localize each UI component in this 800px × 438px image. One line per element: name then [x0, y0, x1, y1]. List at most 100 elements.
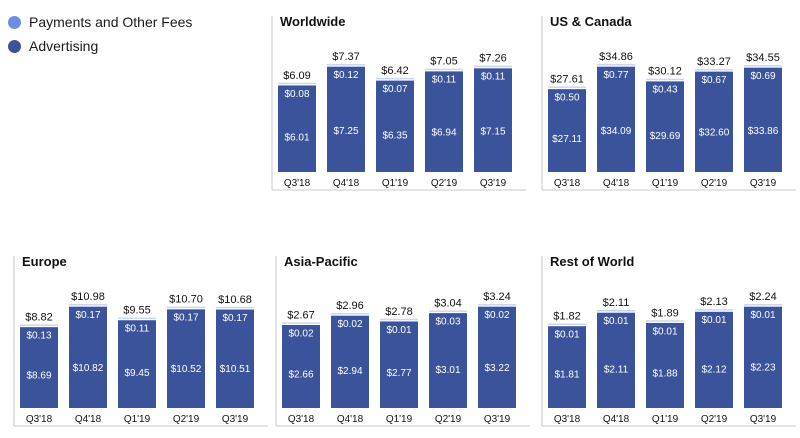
chart-rest-of-world-x-tick-0: Q3'18 [554, 414, 581, 425]
chart-europe-bar-separator-1 [69, 305, 107, 307]
chart-rest-of-world-total-label-0: $1.82 [553, 311, 581, 323]
chart-us-canada-bar-payments-3 [695, 68, 733, 72]
chart-europe-advertising-label-3: $10.52 [171, 364, 202, 375]
chart-rest-of-world-bar-payments-2 [646, 320, 684, 323]
chart-asia-pacific-bar-advertising-0 [282, 322, 320, 408]
chart-europe-x-tick-2: Q1'19 [124, 414, 151, 425]
chart-asia-pacific-x-tick-3: Q2'19 [435, 414, 462, 425]
chart-asia-pacific-bar-advertising-3 [429, 311, 467, 408]
chart-asia-pacific-bar-separator-4 [478, 305, 516, 307]
chart-rest-of-world-total-label-3: $2.13 [700, 296, 728, 308]
chart-worldwide-payments-label-4: $0.11 [481, 72, 506, 83]
chart-us-canada-total-label-2: $30.12 [648, 66, 682, 78]
chart-rest-of-world-bar-separator-2 [646, 321, 684, 323]
chart-rest-of-world-bar-payments-3 [695, 309, 733, 312]
chart-europe-bar-advertising-4 [216, 308, 254, 408]
chart-rest-of-world-bar-advertising-0 [548, 323, 586, 408]
chart-rest-of-world-advertising-label-3: $2.12 [701, 365, 726, 376]
chart-europe-title: Europe [22, 254, 67, 269]
chart-europe-bar-separator-3 [167, 308, 205, 310]
chart-us-canada-bar-separator-1 [597, 65, 635, 67]
chart-us-canada-advertising-label-4: $33.86 [748, 126, 779, 137]
chart-rest-of-world-x-tick-4: Q3'19 [750, 414, 777, 425]
chart-worldwide-bar-separator-0 [278, 84, 316, 86]
chart-rest-of-world-bar-separator-0 [548, 325, 586, 327]
chart-europe-total-label-0: $8.82 [25, 311, 53, 323]
chart-rest-of-world-advertising-label-4: $2.23 [750, 363, 775, 374]
chart-us-canada-payments-label-0: $0.50 [554, 92, 579, 103]
chart-us-canada-x-tick-2: Q1'19 [652, 178, 679, 189]
chart-asia-pacific-payments-label-3: $0.03 [435, 316, 460, 327]
chart-asia-pacific-bar-advertising-4 [478, 304, 516, 408]
chart-asia-pacific-bar-payments-3 [429, 310, 467, 313]
chart-worldwide-advertising-label-1: $7.25 [333, 126, 358, 137]
chart-worldwide-bar-payments-3 [425, 68, 463, 71]
chart-rest-of-world-bar-payments-4 [744, 304, 782, 306]
chart-asia-pacific-bar-payments-1 [331, 312, 369, 315]
chart-asia-pacific-payments-label-0: $0.02 [288, 328, 313, 339]
chart-worldwide-bar-payments-1 [327, 64, 365, 66]
chart-rest-of-world-title: Rest of World [550, 254, 634, 269]
chart-asia-pacific-advertising-label-4: $3.22 [484, 363, 509, 374]
chart-europe-bar-payments-4 [216, 306, 254, 309]
chart-asia-pacific-x-tick-4: Q3'19 [484, 414, 511, 425]
chart-us-canada-bar-separator-0 [548, 87, 586, 90]
chart-rest-of-world-total-label-1: $2.11 [603, 297, 630, 309]
chart-worldwide-bar-separator-3 [425, 70, 463, 72]
chart-worldwide-bar-payments-0 [278, 82, 316, 85]
chart-europe-advertising-label-2: $9.45 [124, 368, 149, 379]
chart-europe-bar-payments-0 [20, 324, 58, 327]
chart-us-canada-advertising-label-0: $27.11 [552, 134, 582, 145]
chart-europe-advertising-label-0: $8.69 [26, 370, 51, 381]
chart-us-canada-bar-payments-1 [597, 64, 635, 67]
panel-asia-pacific: Asia-Pacific $2.67 $0.02 $2.66 Q3'18 $2.96 $0.… [274, 248, 532, 434]
chart-us-canada-bar-advertising-0 [548, 88, 586, 172]
chart-europe-bar-separator-0 [20, 325, 58, 328]
chart-asia-pacific-total-label-4: $3.24 [483, 291, 511, 303]
chart-us-canada-bar-advertising-3 [695, 71, 733, 172]
chart-europe-bar-separator-4 [216, 308, 254, 310]
chart-europe-bar-separator-2 [118, 319, 156, 321]
chart-us-canada-bar-separator-3 [695, 70, 733, 72]
chart-europe-x-tick-1: Q4'18 [75, 414, 102, 425]
chart-europe-x-tick-0: Q3'18 [26, 414, 53, 425]
chart-rest-of-world-total-label-4: $2.24 [749, 291, 777, 303]
legend-item-payments: Payments and Other Fees [8, 10, 192, 34]
chart-europe-x-tick-4: Q3'19 [222, 414, 249, 425]
chart-rest-of-world-advertising-label-2: $1.88 [652, 369, 677, 380]
chart-us-canada-bar-separator-2 [646, 80, 684, 82]
chart-asia-pacific-bar-payments-2 [380, 318, 418, 321]
chart-asia-pacific-payments-label-4: $0.02 [484, 310, 509, 321]
chart-rest-of-world-payments-label-1: $0.01 [603, 316, 628, 327]
chart-asia-pacific-bar-separator-0 [282, 323, 320, 325]
chart-us-canada-total-label-3: $33.27 [697, 56, 731, 68]
chart-us-canada-payments-label-4: $0.69 [750, 71, 775, 82]
chart-europe-bar-advertising-2 [118, 318, 156, 408]
chart-asia-pacific-x-tick-1: Q4'18 [337, 414, 364, 425]
chart-worldwide-payments-label-2: $0.07 [382, 84, 407, 95]
panel-worldwide: Worldwide $6.09 $0.08 $6.01 Q3'18 $7.37 $0.12 $… [270, 8, 528, 198]
chart-worldwide-bar-payments-4 [474, 65, 512, 68]
chart-asia-pacific-bar-separator-1 [331, 314, 369, 316]
chart-worldwide-total-label-1: $7.37 [332, 51, 360, 63]
chart-us-canada-bar-payments-4 [744, 64, 782, 68]
chart-europe-advertising-label-4: $10.51 [220, 364, 251, 375]
chart-rest-of-world-advertising-label-1: $2.11 [604, 365, 629, 376]
chart-rest-of-world-x-tick-2: Q1'19 [652, 414, 679, 425]
chart-worldwide-x-tick-3: Q2'19 [431, 178, 458, 189]
chart-worldwide-bar-separator-1 [327, 65, 365, 67]
legend-label-advertising: Advertising [29, 38, 99, 54]
chart-us-canada-advertising-label-3: $32.60 [699, 128, 730, 139]
chart-europe-total-label-2: $9.55 [123, 305, 151, 317]
chart-us-canada-title: US & Canada [550, 14, 632, 29]
chart-rest-of-world-payments-label-4: $0.01 [750, 310, 775, 321]
chart-rest-of-world-bar-advertising-3 [695, 309, 733, 408]
chart-rest-of-world-payments-label-0: $0.01 [554, 330, 579, 341]
chart-us-canada-payments-label-1: $0.77 [603, 70, 628, 81]
chart-us-canada-total-label-1: $34.86 [599, 51, 633, 63]
chart-asia-pacific-total-label-3: $3.04 [434, 297, 462, 309]
chart-rest-of-world-bar-payments-1 [597, 310, 635, 313]
chart-asia-pacific-bar-payments-4 [478, 304, 516, 306]
chart-us-canada-payments-label-3: $0.67 [701, 75, 726, 86]
chart-asia-pacific-bar-advertising-1 [331, 313, 369, 408]
